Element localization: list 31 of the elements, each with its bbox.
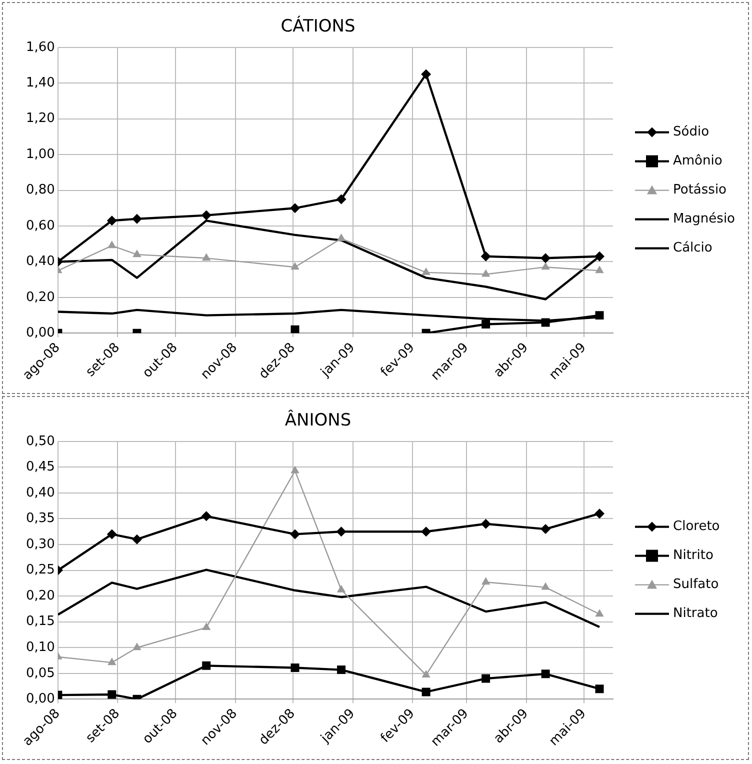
legend-label: Potássio <box>673 182 727 198</box>
y-tick-label: 0,10 <box>26 640 55 655</box>
y-tick-label: 1,20 <box>26 111 55 126</box>
y-tick-label: 0,80 <box>26 182 55 198</box>
y-tick-label: 1,00 <box>26 146 55 162</box>
y-tick-label: 0,60 <box>26 218 55 234</box>
y-tick-label: 0,45 <box>26 460 55 475</box>
legend-label: Magnésio <box>673 212 736 227</box>
y-tick-label: 0,20 <box>26 588 55 604</box>
y-tick-label: 0,35 <box>26 511 55 526</box>
legend-label: Nitrito <box>673 548 714 564</box>
y-tick-label: 0,50 <box>26 434 55 449</box>
legend-label: Sódio <box>673 124 710 140</box>
y-tick-label: 1,60 <box>26 40 55 55</box>
y-tick-label: 0,05 <box>26 666 55 681</box>
y-tick-label: 0,15 <box>26 614 55 630</box>
legend-label: Nitrato <box>673 606 718 622</box>
y-tick-label: 0,00 <box>26 326 55 341</box>
chart-title: ÂNIONS <box>284 410 352 431</box>
legend-label: Cloreto <box>673 519 720 534</box>
y-tick-label: 0,00 <box>26 692 55 707</box>
y-tick-label: 0,20 <box>26 290 55 305</box>
y-tick-label: 1,40 <box>26 75 55 90</box>
chart-title: CÁTIONS <box>280 16 356 37</box>
legend-label: Sulfato <box>673 577 719 592</box>
y-tick-label: 0,25 <box>26 562 55 578</box>
y-tick-label: 0,40 <box>26 485 55 500</box>
legend-label: Amônio <box>673 154 722 169</box>
y-tick-label: 0,30 <box>26 536 55 552</box>
y-tick-label: 0,40 <box>26 254 55 270</box>
legend-label: Cálcio <box>673 240 712 256</box>
